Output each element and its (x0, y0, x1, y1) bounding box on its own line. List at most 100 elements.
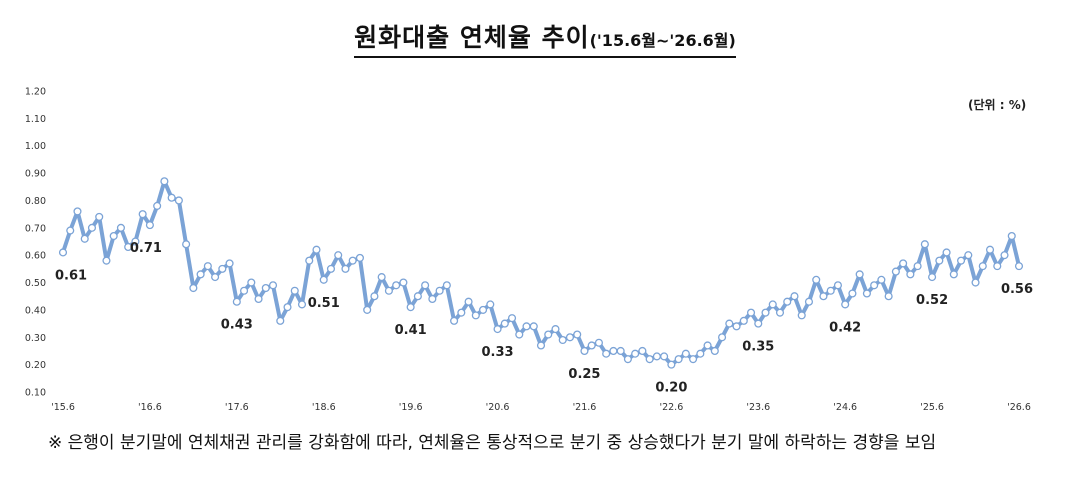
x-tick-label: '16.6 (138, 402, 162, 413)
data-point (913, 262, 922, 271)
data-point (392, 281, 401, 290)
data-point (920, 240, 929, 249)
data-point (819, 292, 828, 301)
data-point (703, 341, 712, 350)
data-point (240, 286, 249, 295)
data-point (1007, 231, 1016, 241)
data-point (341, 264, 350, 273)
data-point (211, 273, 220, 282)
data-point (935, 256, 944, 265)
chart-title: 원화대출 연체율 추이('15.6월~'26.6월) (0, 18, 1090, 58)
data-point (848, 289, 857, 298)
data-point (232, 297, 241, 306)
data-point (254, 294, 263, 304)
data-point (399, 278, 408, 287)
data-point (66, 226, 75, 235)
data-point (884, 292, 893, 301)
series-line (61, 179, 1021, 367)
y-tick-label: 0.20 (25, 360, 46, 371)
data-label: 0.42 (829, 320, 861, 335)
data-point (196, 270, 205, 279)
data-point (928, 273, 937, 282)
data-point (276, 316, 285, 325)
data-point (718, 333, 727, 342)
data-point (413, 292, 422, 301)
data-point (797, 311, 806, 320)
data-point (529, 322, 538, 331)
data-point (826, 286, 835, 295)
data-point (124, 242, 133, 252)
data-point (486, 300, 495, 309)
data-point (515, 330, 524, 339)
data-label: 0.52 (916, 293, 948, 308)
data-point (442, 281, 451, 290)
data-label: 0.20 (655, 381, 687, 396)
data-point (160, 177, 169, 186)
data-point (957, 256, 966, 265)
data-point (109, 231, 118, 241)
data-point (544, 330, 553, 339)
data-point (993, 262, 1002, 271)
y-tick-label: 0.10 (25, 388, 46, 399)
data-point (189, 283, 198, 293)
data-labels: 0.61 0.71 0.43 0.51 0.41 0.33 0.25 0.20 0.35 0.42… (55, 241, 1033, 396)
data-point (631, 349, 640, 358)
data-point (558, 335, 567, 345)
data-label: 0.33 (482, 345, 514, 360)
data-point (739, 316, 748, 325)
data-point (312, 245, 321, 254)
data-point (812, 275, 821, 284)
data-point (167, 193, 176, 202)
data-point (899, 259, 908, 268)
data-point (891, 267, 900, 276)
x-tick-label: '26.6 (1007, 402, 1031, 413)
data-point (102, 256, 111, 265)
data-point (145, 221, 154, 230)
data-point (768, 300, 777, 309)
data-label: 0.71 (130, 241, 162, 256)
y-tick-label: 0.50 (25, 278, 46, 289)
data-point (268, 281, 278, 290)
data-label: 0.61 (55, 268, 87, 283)
data-point (667, 360, 676, 369)
data-point (855, 270, 864, 279)
data-point (421, 281, 430, 290)
data-point (493, 325, 502, 334)
x-axis: '15.6 '16.6 '17.6 '18.6 '19.6 '20.6 '21.6 '22.6… (51, 402, 1031, 413)
data-point (1000, 251, 1009, 260)
x-tick-label: '22.6 (659, 402, 683, 413)
data-point (609, 346, 618, 356)
data-point (87, 223, 97, 232)
data-point (80, 234, 89, 243)
data-point (384, 286, 393, 295)
data-point (594, 338, 603, 347)
x-tick-label: '20.6 (486, 402, 510, 413)
data-point (660, 352, 669, 361)
data-point (761, 308, 770, 317)
data-point (182, 240, 191, 249)
data-point (319, 275, 328, 284)
x-tick-label: '24.6 (833, 402, 857, 413)
data-point (500, 319, 509, 328)
data-label: 0.25 (568, 367, 600, 382)
data-point (732, 322, 741, 331)
data-label: 0.43 (221, 318, 253, 333)
data-point (297, 300, 307, 309)
data-point (348, 256, 357, 265)
data-point (536, 341, 546, 350)
data-point (870, 281, 879, 290)
data-point (261, 283, 270, 293)
data-point (377, 273, 386, 282)
data-label: 0.41 (395, 323, 427, 338)
data-label: 0.35 (742, 340, 774, 355)
data-point (247, 278, 256, 287)
data-point (283, 303, 292, 312)
footnote: ※ 은행이 분기말에 연체채권 관리를 강화함에 따라, 연체율은 통상적으로 … (48, 433, 937, 453)
y-tick-label: 0.30 (25, 333, 46, 344)
data-point (783, 297, 792, 306)
data-point (674, 355, 683, 364)
data-point (587, 341, 596, 350)
data-point (652, 352, 661, 361)
data-point (435, 286, 444, 295)
